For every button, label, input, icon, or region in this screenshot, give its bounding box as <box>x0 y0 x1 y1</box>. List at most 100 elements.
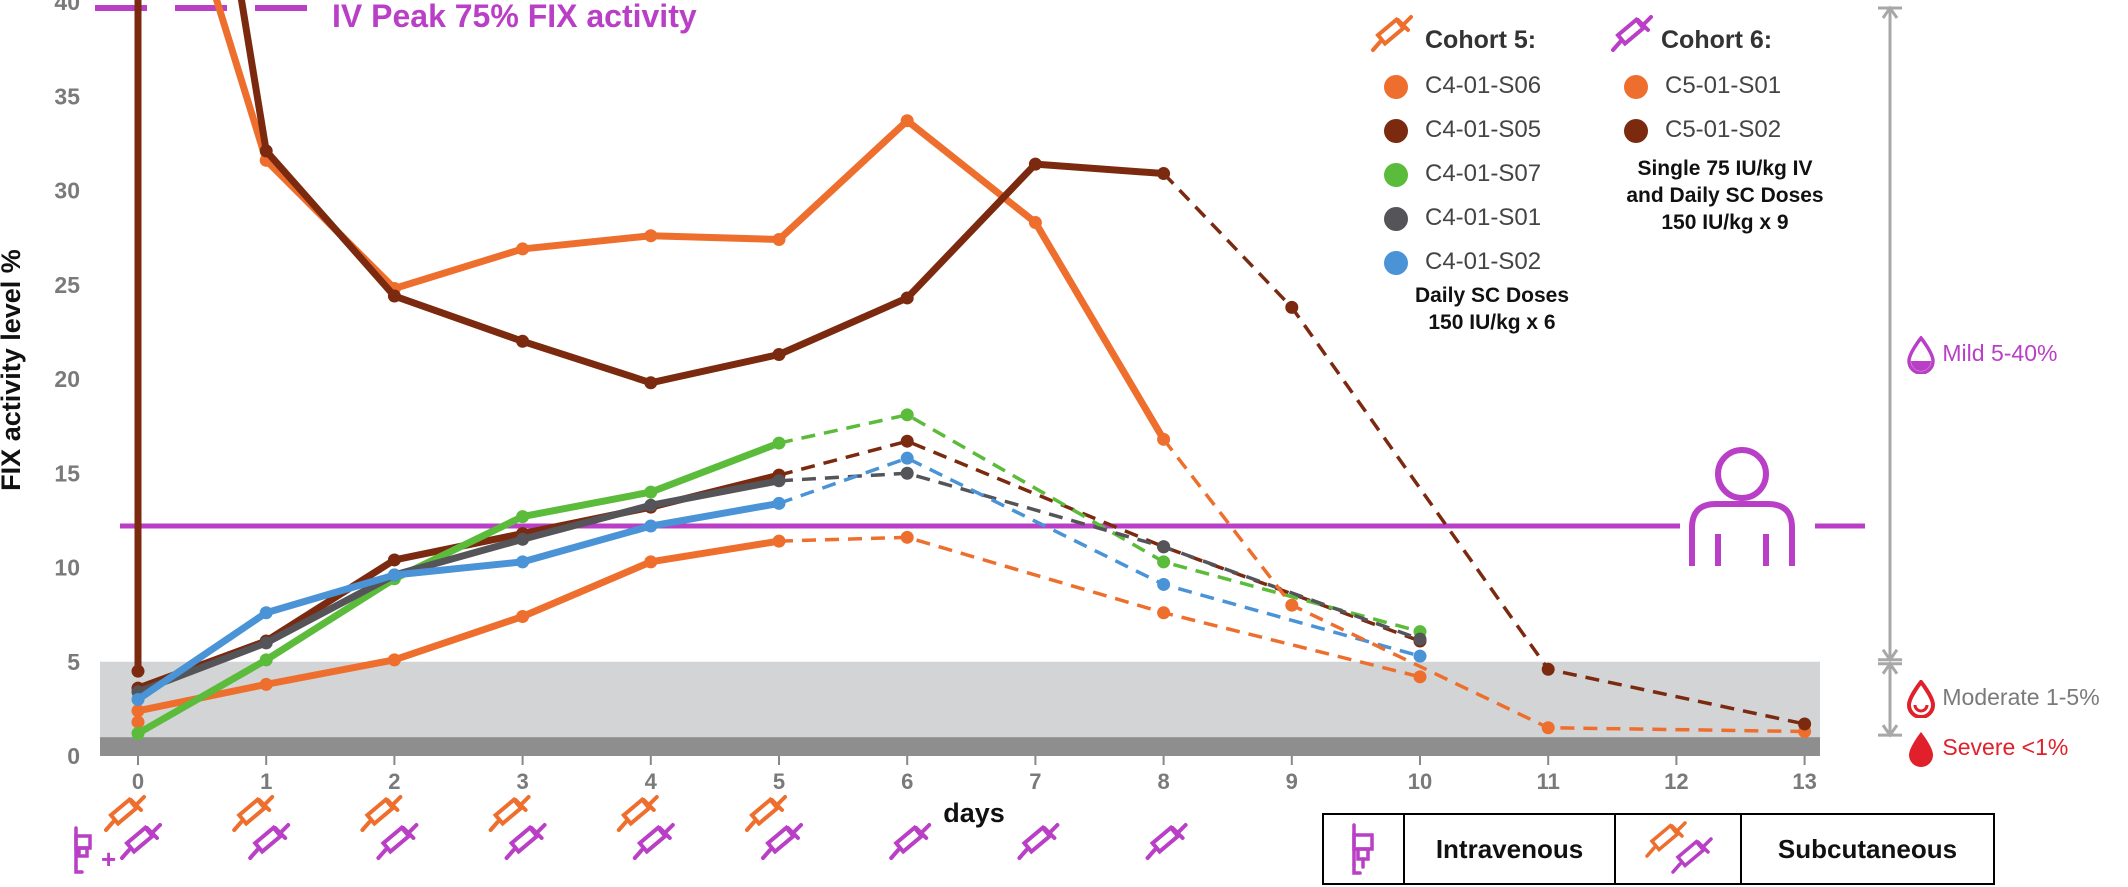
sc-syringe-icon <box>1611 15 1653 52</box>
data-point <box>1157 606 1171 620</box>
series-C4-01-S02 <box>131 451 1427 706</box>
data-point <box>1285 300 1299 314</box>
data-point <box>644 229 658 243</box>
moderate-label: Moderate 1-5% <box>1906 678 2100 719</box>
series-solid-line <box>136 499 780 703</box>
data-point <box>1157 432 1171 446</box>
x-tick-label: 11 <box>1537 769 1560 794</box>
series-C4-01-S01 <box>131 466 1427 699</box>
data-point <box>1028 216 1042 230</box>
series-dashed-line <box>778 471 1421 641</box>
data-point <box>131 704 145 718</box>
data-point <box>259 677 273 691</box>
legend-cohort5-note-line2: 150 IU/kg x 6 <box>1428 311 1556 334</box>
legend-cohort6-note-line2: and Daily SC Doses <box>1626 184 1824 207</box>
data-point <box>1157 555 1171 569</box>
sc-syringe-icon-cohort6 <box>504 823 547 860</box>
x-tick-label: 13 <box>1792 769 1816 794</box>
data-point <box>387 568 401 582</box>
legend-label: C5-01-S01 <box>1665 72 1782 99</box>
sc-syringe-icon-cohort6 <box>889 823 932 860</box>
x-tick-label: 7 <box>1029 769 1041 794</box>
x-tick-label: 3 <box>516 769 528 794</box>
bracket-arrow <box>1881 724 1899 738</box>
data-point <box>516 242 530 256</box>
series-solid-line <box>136 477 780 696</box>
sc-syringe-icon-cohort6 <box>761 823 803 860</box>
y-tick-label: 10 <box>54 555 80 581</box>
iv-bag-icon <box>1351 823 1374 875</box>
plus-sign: + <box>101 844 116 874</box>
data-point <box>772 474 786 488</box>
mild-label-text: Mild 5-40% <box>1942 340 2058 367</box>
series-dashed-line <box>778 412 1421 634</box>
iv-peak-label: IV Peak 75% FIX activity <box>332 0 697 34</box>
x-tick-label: 4 <box>645 769 658 794</box>
data-point <box>1157 577 1171 591</box>
data-point <box>772 233 786 247</box>
data-point <box>1413 670 1427 684</box>
severity-bands <box>100 661 1820 756</box>
legend-cohort5-item: C4-01-S02 <box>1365 242 1615 286</box>
data-point <box>1798 717 1812 731</box>
data-point <box>1413 649 1427 663</box>
series-layer <box>131 0 1812 740</box>
data-point <box>644 555 658 569</box>
data-point <box>900 408 914 422</box>
dosing-icons: + <box>74 795 1188 874</box>
route-iv-icon-cell <box>1324 815 1405 883</box>
severe-label: Severe <1% <box>1906 730 2068 768</box>
legend-label: C4-01-S02 <box>1425 248 1542 275</box>
x-tick-label: 1 <box>260 769 272 794</box>
drop-outline-icon <box>1906 678 1936 719</box>
data-point <box>772 496 786 510</box>
data-point <box>1028 157 1042 171</box>
moderate-label-text: Moderate 1-5% <box>1942 684 2100 711</box>
series-dashed-line <box>778 535 1421 679</box>
legend-marker <box>1384 207 1408 231</box>
data-point <box>131 664 145 678</box>
route-iv-label: Intravenous <box>1405 815 1616 883</box>
data-point <box>259 653 273 667</box>
x-axis-title: days <box>943 798 1005 828</box>
y-tick-label: 5 <box>67 649 80 675</box>
legend-marker <box>1384 163 1408 187</box>
legend-marker <box>1384 119 1408 143</box>
data-point <box>387 289 401 303</box>
y-tick-label: 20 <box>54 366 80 392</box>
data-point <box>131 726 145 740</box>
legend-cohort5: Cohort 5: C4-01-S06 C4-01-S05 C4-01-S07 C4-… <box>1365 15 1615 286</box>
data-point <box>1541 721 1555 735</box>
series-C4-01-S06 <box>131 530 1427 729</box>
route-legend: Intravenous Subcutaneous <box>1322 813 1995 885</box>
legend-cohort6-title: Cohort 6: <box>1661 26 1773 54</box>
legend-marker <box>1384 251 1408 275</box>
y-tick-label: 30 <box>54 178 80 204</box>
legend-label: C4-01-S05 <box>1425 116 1542 143</box>
sc-syringe-icon-cohort5 <box>488 795 531 832</box>
series-C5-01-S02 <box>131 0 1812 731</box>
data-point <box>516 610 530 624</box>
data-point <box>259 144 273 158</box>
legend-cohort5-item: C4-01-S07 <box>1365 154 1615 198</box>
sc-syringe-icon-cohort5 <box>616 795 659 832</box>
person-icon <box>1689 447 1795 566</box>
legend-label: C4-01-S07 <box>1425 160 1542 187</box>
data-point <box>516 532 530 546</box>
data-point <box>900 114 914 128</box>
data-point <box>772 436 786 450</box>
sc-syringe-icon-cohort6 <box>632 823 675 860</box>
y-tick-label: 15 <box>54 460 80 486</box>
x-tick-label: 8 <box>1157 769 1169 794</box>
series-solid-line <box>136 439 781 737</box>
data-point <box>1413 632 1427 646</box>
legend-marker <box>1624 75 1648 99</box>
data-point <box>644 485 658 499</box>
data-point <box>900 434 914 448</box>
route-sc-label: Subcutaneous <box>1777 833 1958 864</box>
sc-syringe-icon-cohort6 <box>1017 823 1060 860</box>
data-point <box>1285 598 1299 612</box>
severe-band <box>100 737 1820 756</box>
data-point <box>516 555 530 569</box>
series-dashed-line <box>1162 172 1805 726</box>
